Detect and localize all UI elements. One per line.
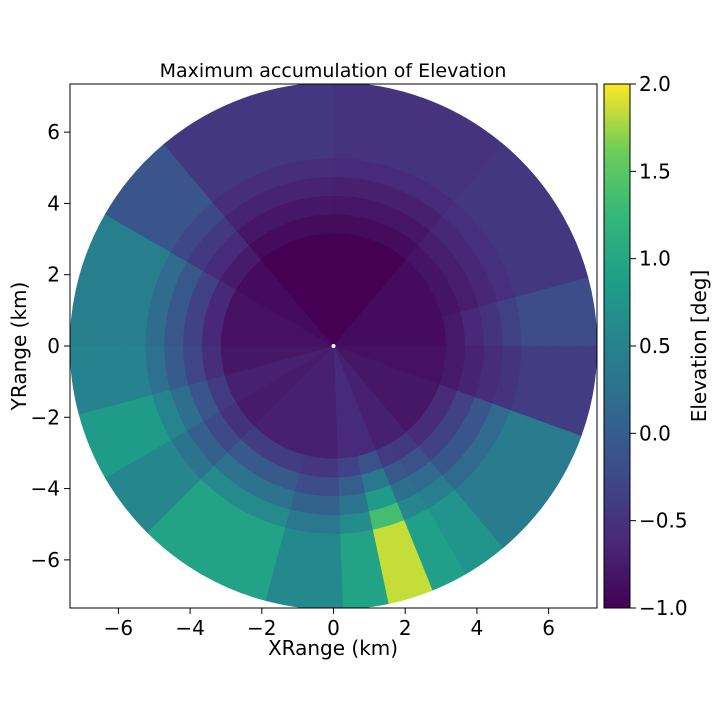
x-tick-label: 0 — [327, 616, 340, 640]
chart-title: Maximum accumulation of Elevation — [160, 60, 507, 82]
y-tick-label: 2 — [47, 263, 60, 287]
y-tick-label: 4 — [47, 191, 60, 215]
sector-cell — [339, 511, 373, 535]
y-tick-label: −4 — [31, 477, 60, 501]
sector-cell — [338, 492, 370, 516]
colorbar-tick-label: 0.0 — [639, 421, 671, 445]
sector-cell — [336, 437, 358, 460]
sector-cell — [220, 345, 243, 376]
sector-cell — [337, 474, 366, 497]
colorbar-tick-label: 2.0 — [639, 72, 671, 96]
sector-cell — [303, 436, 338, 460]
colorbar — [603, 83, 631, 609]
sector-cell — [341, 584, 389, 608]
y-tick-label: −6 — [31, 548, 60, 572]
y-tick-label: −2 — [31, 405, 60, 429]
sector-layer — [70, 84, 597, 608]
x-tick-label: −4 — [175, 616, 204, 640]
colorbar-label: Elevation [deg] — [687, 270, 711, 423]
x-tick-label: 6 — [542, 616, 555, 640]
colorbar-tick-label: 1.5 — [639, 159, 671, 183]
y-axis-label: YRange (km) — [7, 282, 31, 412]
x-tick-label: −2 — [247, 616, 276, 640]
colorbar-ticks: −1.0 −0.5 0.0 0.5 1.0 1.5 2.0 — [630, 72, 688, 620]
x-tick-label: 4 — [471, 616, 484, 640]
x-tick-label: −6 — [104, 616, 133, 640]
radar-center — [331, 344, 336, 348]
sector-cell — [163, 84, 334, 159]
y-axis-ticks: −6 −4 −2 0 2 4 6 — [31, 120, 70, 572]
sector-cell — [424, 316, 447, 347]
colorbar-tick-label: −1.0 — [639, 596, 688, 620]
plot-area — [70, 84, 597, 608]
x-tick-label: 2 — [399, 616, 412, 640]
y-tick-label: 6 — [47, 120, 60, 144]
y-tick-label: 0 — [47, 334, 60, 358]
colorbar-tick-label: 0.5 — [639, 334, 671, 358]
colorbar-tick-label: −0.5 — [639, 509, 688, 533]
colorbar-tick-label: 1.0 — [639, 247, 671, 271]
x-axis-ticks: −6 −4 −2 0 2 4 6 — [104, 608, 555, 640]
sector-cell — [337, 456, 362, 478]
x-axis-label: XRange (km) — [268, 636, 398, 660]
